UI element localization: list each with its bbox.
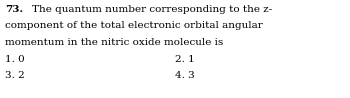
Text: 1. 0: 1. 0 bbox=[5, 54, 25, 64]
Text: 73.: 73. bbox=[5, 5, 23, 14]
Text: 2. 1: 2. 1 bbox=[175, 54, 195, 64]
Text: component of the total electronic orbital angular: component of the total electronic orbita… bbox=[5, 21, 263, 30]
Text: 3. 2: 3. 2 bbox=[5, 71, 25, 80]
Text: momentum in the nitric oxide molecule is: momentum in the nitric oxide molecule is bbox=[5, 38, 223, 47]
Text: The quantum number corresponding to the z-: The quantum number corresponding to the … bbox=[32, 5, 272, 14]
Text: 4. 3: 4. 3 bbox=[175, 71, 195, 80]
